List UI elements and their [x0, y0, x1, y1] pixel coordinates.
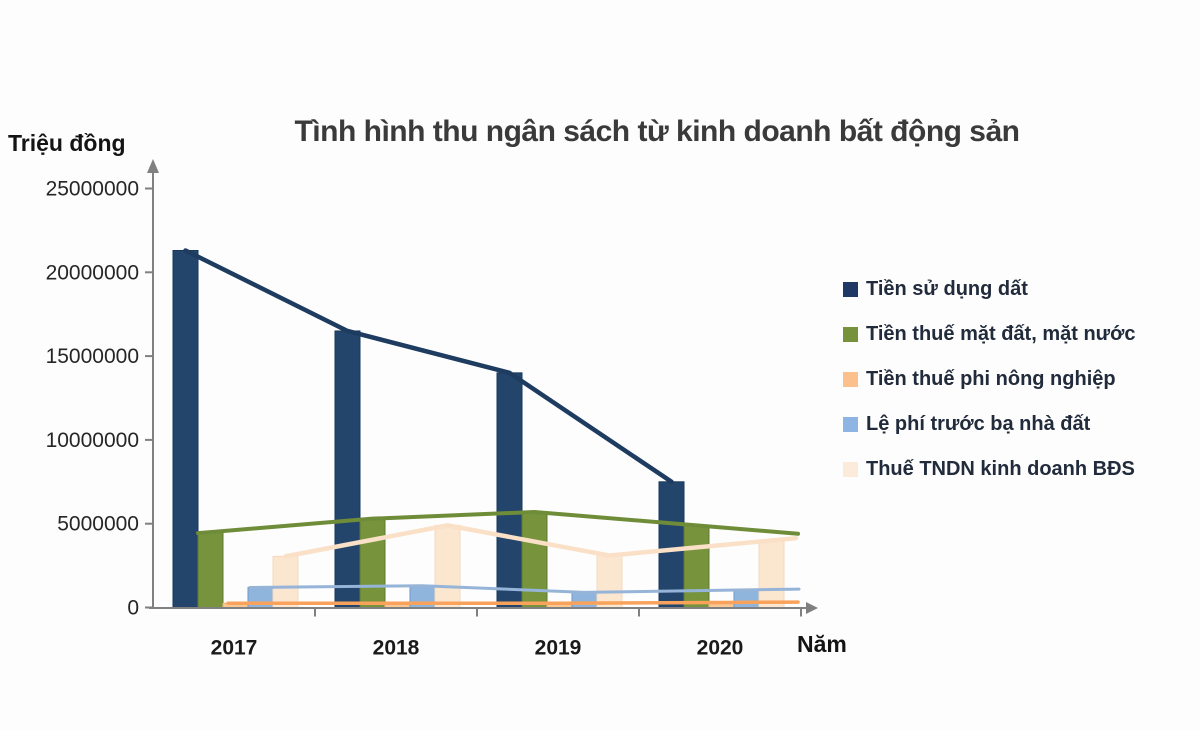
bar-tien-su-dung-dat-2020 [658, 481, 685, 609]
y-tick-label: 15000000 [46, 345, 139, 368]
bar-tien-thue-mat-dat-mat-nuoc-2019 [521, 511, 548, 609]
y-tick-label: 25000000 [46, 178, 139, 201]
bar-tien-thue-mat-dat-mat-nuoc-2018 [359, 518, 386, 609]
legend-swatch-icon [843, 416, 858, 432]
legend-item-tien-su-dung-dat: Tiền sử dụng dất [843, 277, 1135, 301]
bar-tien-su-dung-dat-2017 [172, 250, 199, 609]
chart-title: Tình hình thu ngân sách từ kinh doanh bấ… [294, 115, 1020, 148]
legend-label: Lệ phí trước bạ nhà đất [866, 412, 1091, 435]
x-axis-title: Năm [797, 631, 847, 657]
x-axis-arrow-icon [806, 602, 818, 614]
x-category-label: 2017 [211, 637, 258, 660]
bar-le-phi-truoc-ba-nha-dat-2019 [571, 591, 598, 609]
line-tien-thue-mat-dat-mat-nuoc [196, 509, 800, 536]
y-axis-title: Triệu đồng [8, 130, 126, 156]
legend-swatch-icon [843, 371, 858, 387]
bar-thue-tndn-kinh-doanh-bds-2019 [596, 555, 623, 609]
bar-tien-su-dung-dat-2018 [334, 330, 361, 609]
bar-thue-tndn-kinh-doanh-bds-2018 [434, 524, 461, 609]
legend-swatch-icon [843, 326, 858, 342]
legend-label: Tiền thuế mặt đất, mặt nước [866, 322, 1136, 345]
line-tien-su-dung-dat [183, 248, 674, 485]
legend: Tiền sử dụng dất Tiền thuế mặt đất, mặt n… [843, 277, 1135, 481]
legend-label: Tiền thuế phi nông nghiệp [866, 367, 1116, 390]
x-category-label: 2019 [535, 637, 582, 660]
y-tick-label: 10000000 [46, 429, 139, 452]
legend-label: Tiền sử dụng dất [866, 277, 1028, 300]
legend-item-tien-thue-phi-nong-nghiep: Tiền thuế phi nông nghiệp [843, 367, 1135, 391]
bar-tien-thue-mat-dat-mat-nuoc-2020 [683, 524, 710, 609]
line-tien-thue-phi-nong-nghiep [226, 600, 800, 606]
bar-tien-thue-mat-dat-mat-nuoc-2017 [197, 531, 224, 609]
legend-swatch-icon [843, 461, 858, 477]
x-category-label: 2020 [697, 637, 744, 660]
x-category-label: 2018 [373, 637, 420, 660]
legend-label: Thuế TNDN kinh doanh BĐS [866, 457, 1135, 480]
line-thue-tndn-kinh-doanh-bds [283, 523, 799, 559]
legend-item-thue-tndn-kinh-doanh-bds: Thuế TNDN kinh doanh BĐS [843, 457, 1135, 481]
legend-swatch-icon [843, 281, 858, 297]
bar-le-phi-truoc-ba-nha-dat-2020 [733, 589, 760, 609]
legend-item-tien-thue-mat-dat-mat-nuoc: Tiền thuế mặt đất, mặt nước [843, 322, 1135, 346]
y-tick-label: 0 [127, 597, 139, 620]
y-axis-arrow-icon [147, 159, 159, 173]
bar-thue-tndn-kinh-doanh-bds-2020 [758, 539, 785, 609]
legend-item-le-phi-truoc-ba-nha-dat: Lệ phí trước bạ nhà đất [843, 412, 1135, 436]
line-le-phi-truoc-ba-nha-dat [248, 584, 801, 594]
y-tick-label: 5000000 [57, 513, 139, 536]
y-tick-label: 20000000 [46, 261, 139, 284]
bar-tien-su-dung-dat-2019 [496, 372, 523, 609]
bar-thue-tndn-kinh-doanh-bds-2017 [272, 555, 299, 609]
